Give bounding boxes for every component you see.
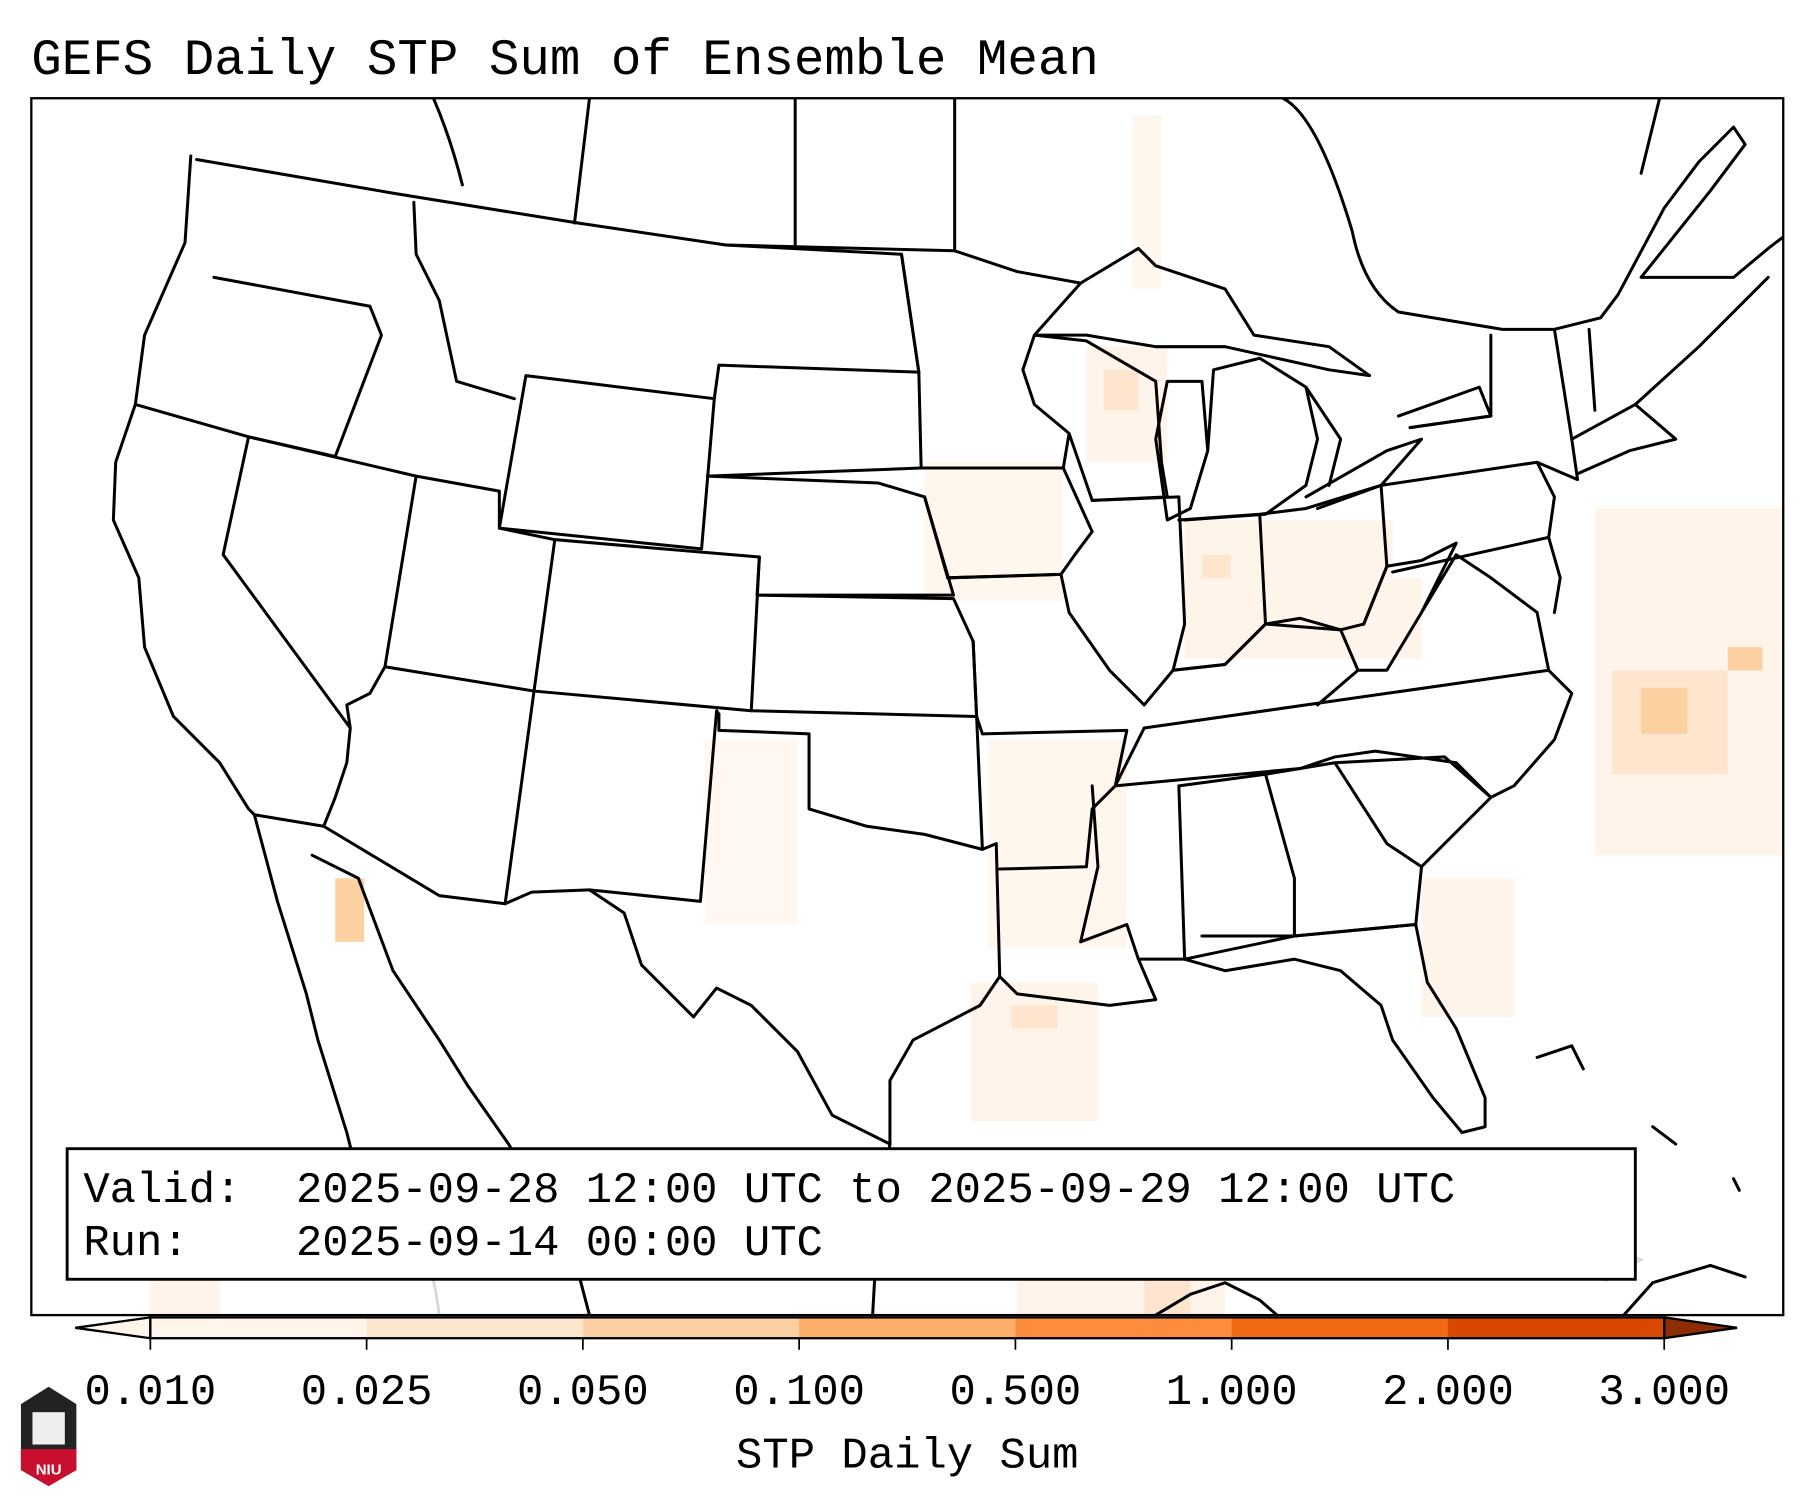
- niu-logo: NIU: [20, 1386, 77, 1487]
- colorbar-tick-label: 0.100: [733, 1368, 865, 1418]
- valid-label: Valid:: [83, 1166, 241, 1216]
- run-value: 2025-09-14 00:00 UTC: [296, 1219, 823, 1269]
- colorbar-tick-label: 2.000: [1382, 1368, 1514, 1418]
- colorbar-tick-label: 0.025: [301, 1368, 433, 1418]
- colorbar-ticks: 0.010 0.025 0.050 0.100 0.500 1.000 2.000 3.000: [84, 1338, 1730, 1418]
- colorbar-segment: [799, 1317, 1016, 1339]
- info-box: Valid: 2025-09-28 12:00 UTC to 2025-09-2…: [65, 1147, 1637, 1281]
- colorbar-outline: [149, 1316, 1666, 1340]
- colorbar-extend-max: [1663, 1316, 1738, 1340]
- valid-value: 2025-09-28 12:00 UTC to 2025-09-29 12:00…: [296, 1166, 1455, 1216]
- logo-text: NIU: [36, 1462, 62, 1479]
- figure-title: GEFS Daily STP Sum of Ensemble Mean: [31, 33, 1099, 90]
- map-panel: Valid: 2025-09-28 12:00 UTC to 2025-09-2…: [30, 97, 1785, 1317]
- colorbar-extend-min: [75, 1316, 152, 1340]
- colorbar-tick-label: 0.050: [517, 1368, 649, 1418]
- colorbar-tick-label: 1.000: [1166, 1368, 1298, 1418]
- state-borders: [111, 98, 1784, 1316]
- run-label: Run:: [83, 1219, 188, 1269]
- colorbar-segment: [150, 1317, 368, 1339]
- colorbar-tick-label: 0.500: [950, 1368, 1082, 1418]
- colorbar-tick-label: 0.010: [84, 1368, 216, 1418]
- colorbar-segment: [1447, 1317, 1665, 1339]
- colorbar-segment: [1015, 1317, 1233, 1339]
- colorbar-tick-label: 3.000: [1598, 1368, 1730, 1418]
- colorbar-label: STP Daily Sum: [736, 1432, 1079, 1482]
- colorbar: [75, 1316, 1738, 1340]
- colorbar-segment: [1231, 1317, 1449, 1339]
- colorbar-segment: [366, 1317, 584, 1339]
- colorbar-segment: [582, 1317, 800, 1339]
